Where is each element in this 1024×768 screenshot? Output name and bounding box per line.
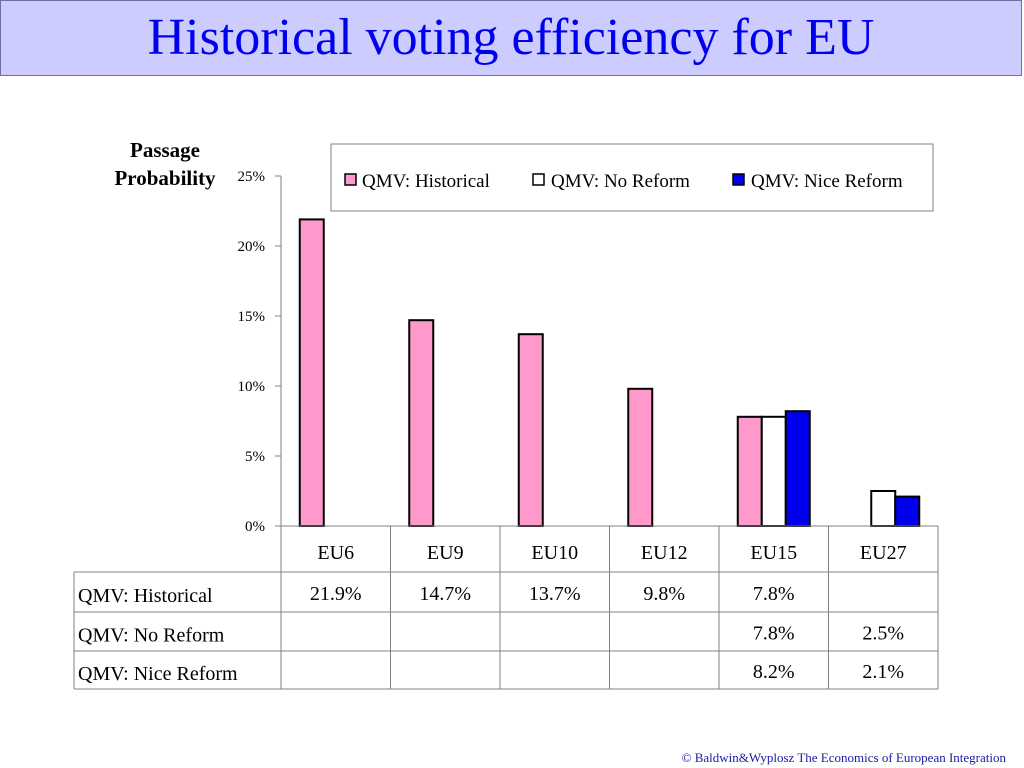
data-label: 14.7% xyxy=(419,583,471,605)
bar-eu15-series-3 xyxy=(784,410,811,528)
y-tick-label: 20% xyxy=(238,239,266,255)
slide-title: Historical voting efficiency for EU xyxy=(147,9,875,66)
y-axis-label: Passage Probability xyxy=(100,136,230,192)
data-label: 7.8% xyxy=(753,623,795,645)
y-axis-label-line2: Probability xyxy=(114,166,216,190)
x-tick-label: EU9 xyxy=(427,542,464,564)
legend-swatch-3 xyxy=(732,173,745,186)
y-tick-label: 0% xyxy=(245,519,265,535)
y-tick-label: 5% xyxy=(245,449,265,465)
data-label: 8.2% xyxy=(753,661,795,683)
legend-label-3: QMV: Nice Reform xyxy=(751,171,903,192)
y-tick-label: 10% xyxy=(238,379,266,395)
bar-eu9-series-1 xyxy=(408,319,435,528)
table-row-label: QMV: No Reform xyxy=(78,625,225,647)
legend-swatch-2 xyxy=(532,173,545,186)
x-tick-label: EU6 xyxy=(317,542,354,564)
copyright-footer: © Baldwin&Wyplosz The Economics of Europ… xyxy=(681,750,1006,765)
bar-eu6-series-1 xyxy=(298,218,325,527)
legend-label-1: QMV: Historical xyxy=(362,171,490,192)
data-label: 2.1% xyxy=(862,661,904,683)
y-axis-label-line1: Passage xyxy=(130,138,200,162)
bar-eu27-series-2 xyxy=(870,490,897,527)
table-row-label: QMV: Nice Reform xyxy=(78,663,238,685)
y-tick-label: 25% xyxy=(238,169,266,185)
x-tick-label: EU15 xyxy=(750,542,797,564)
bar-eu12-series-1 xyxy=(627,387,654,527)
bar-eu15-series-1 xyxy=(736,415,763,527)
bar-eu10-series-1 xyxy=(517,333,544,528)
legend-box xyxy=(330,143,934,212)
data-label: 7.8% xyxy=(753,583,795,605)
x-tick-label: EU27 xyxy=(860,542,907,564)
data-label: 13.7% xyxy=(529,583,581,605)
data-label: 21.9% xyxy=(310,583,362,605)
data-label: 2.5% xyxy=(862,623,904,645)
x-tick-label: EU10 xyxy=(531,542,578,564)
x-tick-label: EU12 xyxy=(641,542,688,564)
data-label: 9.8% xyxy=(643,583,685,605)
bar-eu15-series-2 xyxy=(760,415,787,527)
y-tick-label: 15% xyxy=(238,309,266,325)
legend-label-2: QMV: No Reform xyxy=(551,171,690,192)
table-row-label: QMV: Historical xyxy=(78,585,213,607)
bar-eu27-series-3 xyxy=(894,495,921,528)
title-bar xyxy=(0,0,1022,76)
legend-swatch-1 xyxy=(344,173,357,186)
